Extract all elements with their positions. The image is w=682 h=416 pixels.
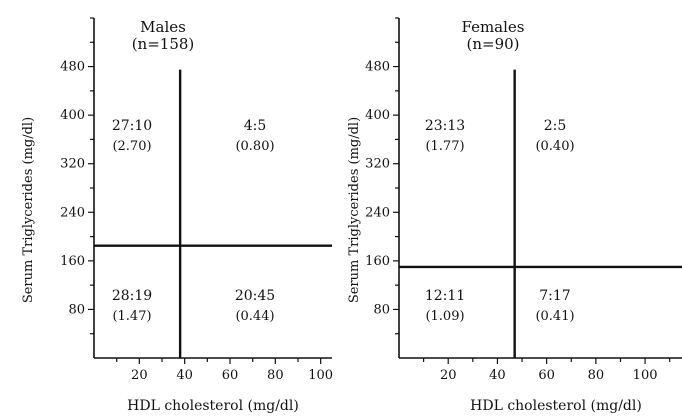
panel1-quadrant-lower-right-ratio: 20:45	[235, 288, 275, 304]
panel1-quadrant-upper-left-value: (2.70)	[112, 139, 151, 154]
panel1-x-tick-label: 20	[131, 368, 148, 383]
panel2-y-tick-label: 400	[365, 108, 390, 123]
panel2-title: Females	[461, 18, 524, 36]
panel2-y-tick-label: 240	[365, 205, 390, 220]
panel1-quadrant-lower-right-value: (0.44)	[235, 309, 274, 324]
panel1-title: Males	[140, 18, 186, 36]
panel1-subtitle: (n=158)	[132, 35, 195, 53]
panel2-quadrant-upper-left-value: (1.77)	[425, 139, 464, 154]
panel1-y-axis-label: Serum Triglycerides (mg/dl)	[21, 117, 36, 303]
panel2-x-tick-label: 40	[489, 368, 506, 383]
panel2-x-tick-label: 60	[538, 368, 555, 383]
panel2-y-tick-label: 320	[365, 157, 390, 172]
panel2-quadrant-lower-right-value: (0.41)	[535, 309, 574, 324]
panel2-y-axis-label: Serum Triglycerides (mg/dl)	[347, 117, 362, 303]
panel1-x-tick-label: 100	[308, 368, 333, 383]
panel1-quadrant-lower-left-value: (1.47)	[112, 309, 151, 324]
panel1-y-tick-label: 320	[60, 157, 85, 172]
panel2-quadrant-lower-left-value: (1.09)	[425, 309, 464, 324]
panel2-subtitle: (n=90)	[466, 35, 519, 53]
panel1-quadrant-upper-right-value: (0.80)	[235, 139, 274, 154]
panel1-quadrant-upper-right-ratio: 4:5	[244, 118, 267, 134]
panel1-x-axis-label: HDL cholesterol (mg/dl)	[127, 398, 299, 414]
panel2-quadrant-lower-left-ratio: 12:11	[425, 288, 465, 304]
panel1-y-tick-label: 400	[60, 108, 85, 123]
panel1-y-tick-label: 160	[60, 254, 85, 269]
panel2-quadrant-upper-right-value: (0.40)	[535, 139, 574, 154]
panel2-quadrant-upper-right-ratio: 2:5	[544, 118, 567, 134]
panel1-x-tick-label: 80	[267, 368, 284, 383]
panel1-quadrant-lower-left-ratio: 28:19	[112, 288, 152, 304]
panel1-y-tick-label: 240	[60, 205, 85, 220]
panel2-y-tick-label: 80	[373, 302, 390, 317]
panel2-x-tick-label: 20	[440, 368, 457, 383]
panel1-y-tick-label: 480	[60, 60, 85, 75]
panel2-quadrant-lower-right-ratio: 7:17	[539, 288, 570, 304]
panel1-quadrant-upper-left-ratio: 27:10	[112, 118, 152, 134]
panel2-x-tick-label: 100	[633, 368, 658, 383]
panel2-x-axis-label: HDL cholesterol (mg/dl)	[470, 398, 642, 414]
panel2-quadrant-upper-left-ratio: 23:13	[425, 118, 465, 134]
panel1-y-tick-label: 80	[68, 302, 85, 317]
panel2-y-tick-label: 480	[365, 60, 390, 75]
panel2-x-tick-label: 80	[588, 368, 605, 383]
panel2-y-tick-label: 160	[365, 254, 390, 269]
panel1-x-tick-label: 60	[222, 368, 239, 383]
panel1-x-tick-label: 40	[176, 368, 193, 383]
